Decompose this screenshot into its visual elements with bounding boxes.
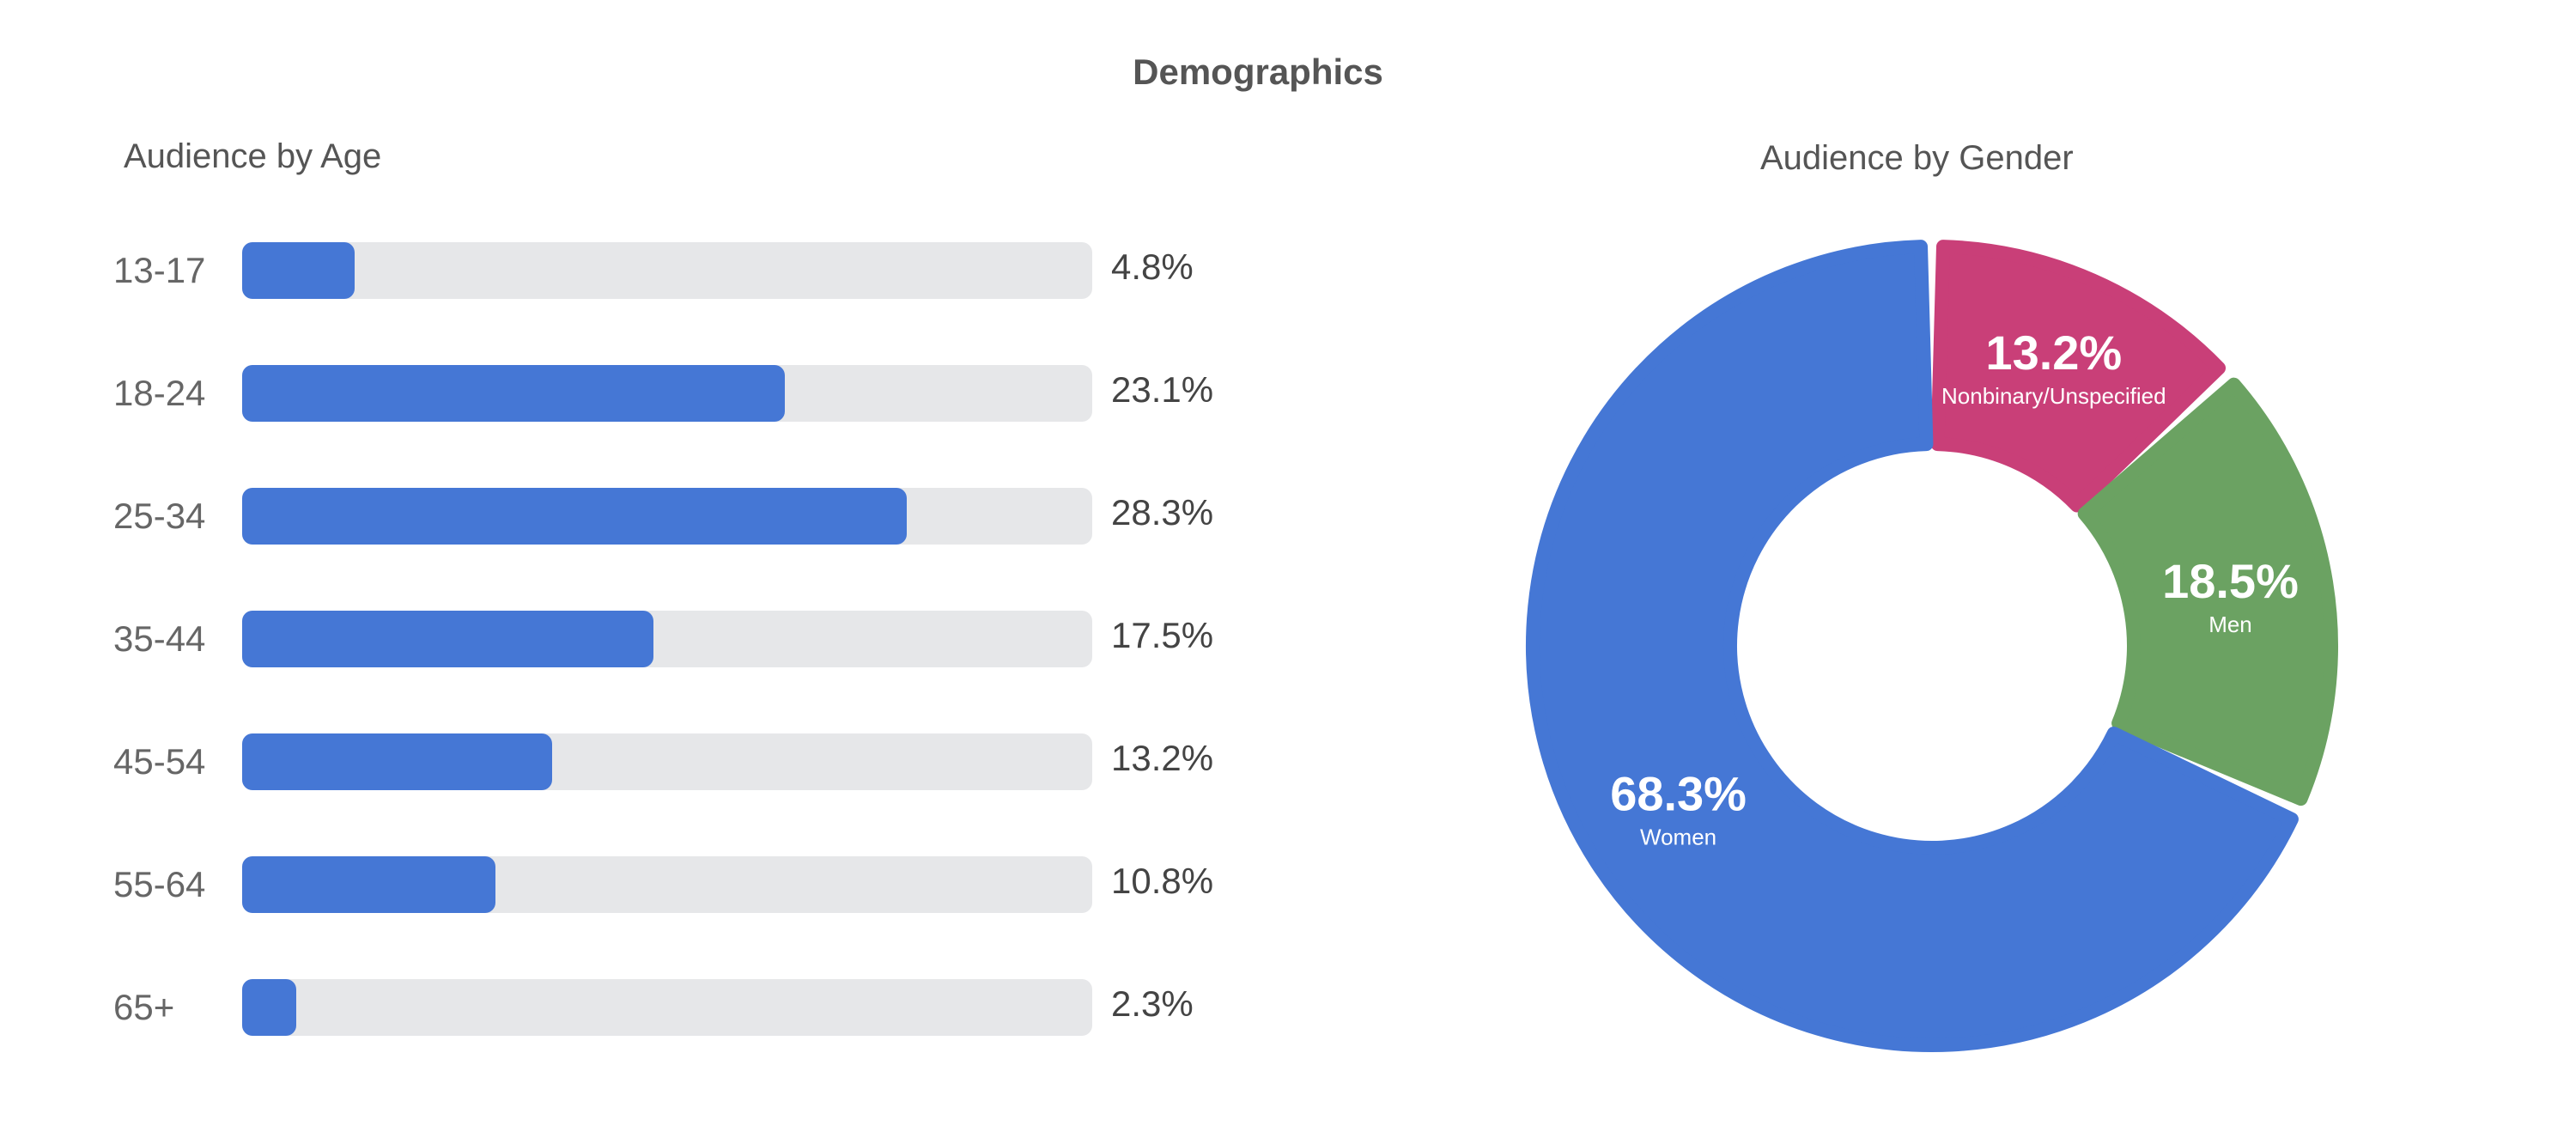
age-value-label: 23.1% (1111, 369, 1214, 411)
age-row: 35-44 17.5% (0, 611, 1288, 667)
donut-category-label-women: Women (1640, 824, 1716, 849)
age-value-label: 4.8% (1111, 246, 1194, 288)
age-row: 13-17 4.8% (0, 242, 1288, 299)
age-category-label: 55-64 (113, 864, 206, 904)
donut-value-label-nonbinary: 13.2% (1985, 326, 2122, 380)
age-value-label: 28.3% (1111, 492, 1214, 533)
chart-title: Demographics (1133, 52, 1383, 92)
age-bar-track (242, 242, 1092, 299)
age-bar-track (242, 365, 1092, 422)
age-row: 55-64 10.8% (0, 856, 1288, 913)
age-value-label: 10.8% (1111, 861, 1214, 902)
donut-value-label-women: 68.3% (1610, 766, 1747, 820)
age-category-label: 45-54 (113, 741, 206, 782)
age-bar (242, 242, 355, 299)
age-bar (242, 488, 907, 545)
age-category-label: 13-17 (113, 250, 206, 290)
gender-chart-title: Audience by Gender (1760, 139, 2074, 177)
age-bar (242, 611, 653, 667)
age-value-label: 17.5% (1111, 615, 1214, 656)
age-bar (242, 856, 496, 913)
age-bar-track (242, 488, 1092, 545)
age-bar (242, 979, 296, 1036)
age-value-label: 2.3% (1111, 983, 1194, 1025)
donut-slice-nonbinary (1930, 240, 2227, 513)
age-category-label: 25-34 (113, 496, 206, 536)
age-row: 45-54 13.2% (0, 733, 1288, 790)
age-category-label: 65+ (113, 987, 175, 1027)
age-bar (242, 733, 552, 790)
age-value-label: 13.2% (1111, 738, 1214, 779)
donut-value-label-men: 18.5% (2162, 554, 2299, 608)
age-bar (242, 365, 785, 422)
age-bar-track (242, 733, 1092, 790)
donut-slice-women (1526, 240, 2299, 1052)
age-chart-title: Audience by Age (124, 137, 382, 175)
donut-category-label-nonbinary: Nonbinary/Unspecified (1941, 383, 2166, 409)
age-category-label: 18-24 (113, 373, 206, 413)
age-bar-track (242, 979, 1092, 1036)
age-row: 65+ 2.3% (0, 979, 1288, 1036)
donut-slice-men (2077, 377, 2338, 806)
age-row: 25-34 28.3% (0, 488, 1288, 545)
age-bar-track (242, 856, 1092, 913)
donut-category-label-men: Men (2208, 612, 2252, 637)
age-row: 18-24 23.1% (0, 365, 1288, 422)
age-bar-track (242, 611, 1092, 667)
age-category-label: 35-44 (113, 618, 206, 659)
